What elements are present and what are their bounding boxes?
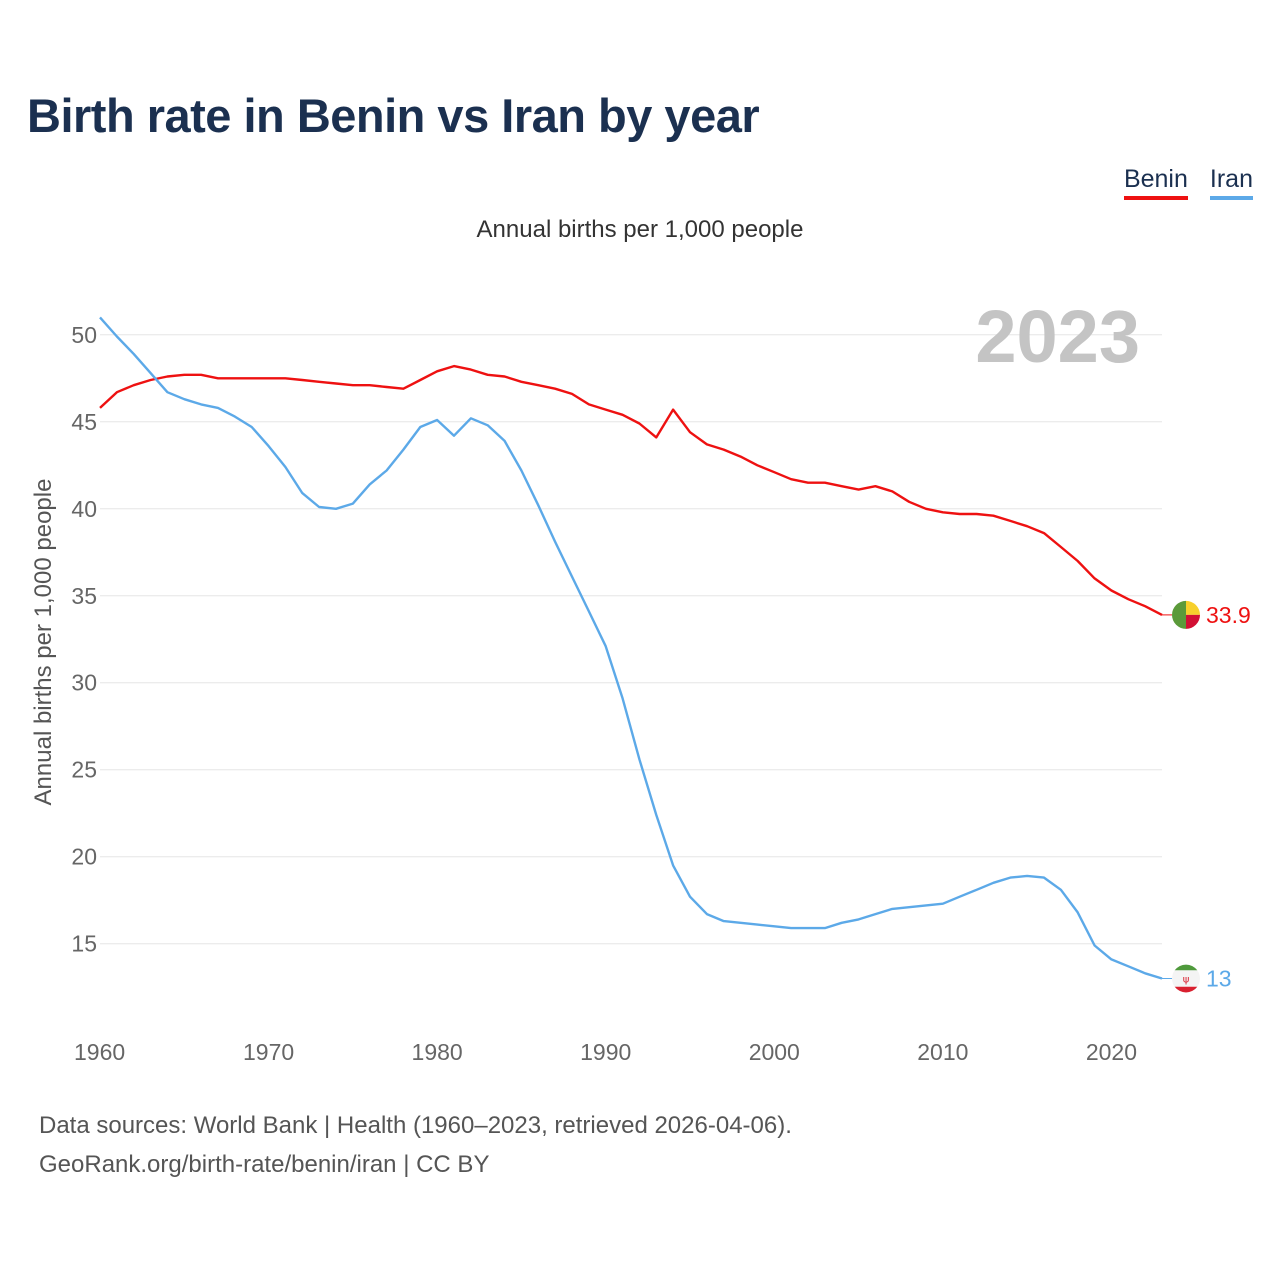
- year-watermark: 2023: [975, 295, 1140, 378]
- y-axis-title: Annual births per 1,000 people: [30, 479, 57, 806]
- x-axis-ticks: 1960 1970 1980 1990 2000 2010 2020: [74, 1039, 1137, 1065]
- series-line-iran: [99, 316, 1163, 980]
- legend: Benin Iran: [1123, 165, 1253, 200]
- x-tick-label: 1970: [243, 1039, 294, 1065]
- x-tick-label: 1990: [580, 1039, 631, 1065]
- data-source-text: Data sources: World Bank | Health (1960–…: [39, 1112, 792, 1139]
- y-tick-label: 20: [71, 844, 97, 870]
- y-tick-label: 35: [71, 583, 97, 609]
- end-value-label-iran: 13: [1206, 966, 1232, 992]
- svg-text:ψ: ψ: [1183, 975, 1190, 986]
- y-tick-label: 15: [71, 931, 97, 957]
- grid-lines: [100, 334, 1162, 945]
- legend-item-iran[interactable]: Iran: [1209, 165, 1253, 200]
- legend-item-benin[interactable]: Benin: [1123, 165, 1188, 200]
- y-tick-label: 40: [71, 496, 97, 522]
- x-tick-label: 1960: [74, 1039, 125, 1065]
- y-tick-label: 50: [71, 322, 97, 348]
- x-tick-label: 2000: [749, 1039, 800, 1065]
- series-lines: [99, 316, 1163, 980]
- series-line-benin: [99, 364, 1163, 616]
- footer: Data sources: World Bank | Health (1960–…: [39, 1106, 792, 1184]
- y-tick-label: 30: [71, 670, 97, 696]
- page-title: Birth rate in Benin vs Iran by year: [27, 89, 760, 142]
- x-tick-label: 1980: [412, 1039, 463, 1065]
- attribution-link[interactable]: GeoRank.org/birth-rate/benin/iran | CC B…: [39, 1151, 490, 1178]
- y-tick-label: 45: [71, 409, 97, 435]
- iran-flag-icon: ψ: [1172, 964, 1200, 993]
- benin-flag-icon: [1172, 600, 1200, 629]
- end-markers: 33.9 ψ 13: [1162, 600, 1251, 993]
- end-value-label-benin: 33.9: [1206, 602, 1251, 628]
- chart-subtitle: Annual births per 1,000 people: [476, 216, 804, 243]
- line-chart: 15 20 25 30 35 40 45 50 1960 1970 1980 1990 2000 201…: [30, 295, 1251, 1065]
- y-axis-ticks: 15 20 25 30 35 40 45 50: [71, 322, 97, 957]
- x-tick-label: 2020: [1086, 1039, 1137, 1065]
- y-tick-label: 25: [71, 757, 97, 783]
- x-tick-label: 2010: [917, 1039, 968, 1065]
